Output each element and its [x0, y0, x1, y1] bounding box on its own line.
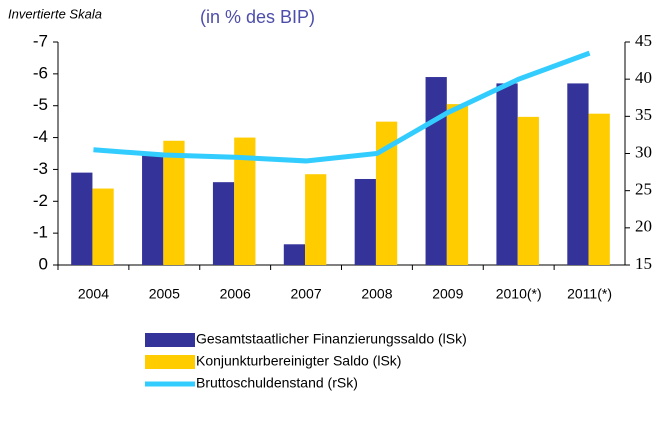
x-tick-label: 2009: [432, 286, 463, 302]
bar: [163, 140, 185, 265]
chart-subtitle: (in % des BIP): [200, 7, 315, 27]
bar: [588, 113, 610, 265]
y-tick-label: -1: [33, 223, 48, 242]
y-tick-label: -4: [33, 127, 48, 146]
y2-tick-label: 40: [635, 68, 652, 87]
annotation: Invertierte Skala: [8, 6, 102, 21]
x-tick-label: 2006: [220, 286, 251, 302]
bar: [234, 137, 256, 265]
y2-tick-label: 25: [635, 180, 652, 199]
y2-tick-label: 20: [635, 217, 652, 236]
x-tick-label: 2004: [78, 286, 109, 302]
bar: [71, 172, 93, 265]
line: [93, 50, 591, 164]
y2-tick-label: 30: [635, 142, 652, 161]
bar: [496, 83, 518, 266]
y-tick-label: -5: [33, 95, 48, 114]
legend-label: Gesamtstaatlicher Finanzierungssaldo (lS…: [196, 331, 467, 347]
legend-swatch: [145, 355, 195, 369]
legend-swatch: [145, 333, 195, 347]
y-tick-label: -3: [33, 159, 48, 178]
bar: [446, 104, 469, 265]
y2-tick-label: 35: [635, 105, 652, 124]
y-tick-label: -6: [33, 63, 48, 82]
y2-tick-label: 45: [635, 31, 652, 50]
legend-label: Bruttoschuldenstand (rSk): [196, 375, 358, 391]
bar: [142, 153, 164, 265]
y-tick-label: -2: [33, 191, 48, 210]
bar: [212, 182, 235, 265]
x-tick-label: 2010(*): [496, 286, 542, 302]
bar: [283, 244, 306, 265]
bar: [375, 121, 398, 266]
bar: [567, 83, 589, 266]
x-tick-label: 2005: [149, 286, 180, 302]
bar: [354, 178, 376, 265]
x-tick-label: 2008: [361, 286, 392, 302]
x-tick-label: 2007: [290, 286, 321, 302]
y-tick-label: -7: [33, 31, 48, 50]
bar: [92, 188, 114, 265]
bar: [425, 77, 447, 266]
y-tick-label: 0: [39, 254, 48, 273]
bar: [517, 116, 539, 265]
bar: [305, 174, 327, 265]
legend-label: Konjunkturbereinigter Saldo (lSk): [196, 353, 401, 369]
x-tick-label: 2011(*): [567, 286, 612, 302]
y2-tick-label: 15: [635, 254, 652, 273]
